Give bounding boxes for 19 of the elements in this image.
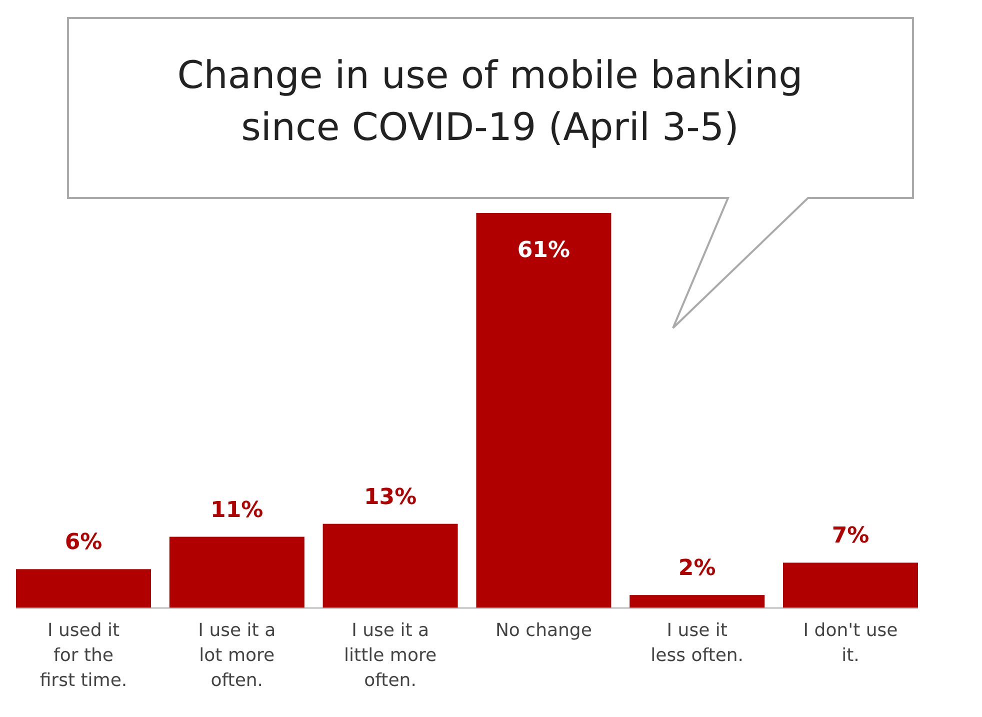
bar [630,595,765,608]
x-tick-label: I use it a lot more often. [198,620,276,691]
x-tick-label: I use it less often. [650,620,744,666]
bar [322,524,458,608]
data-label: 6% [64,530,102,556]
x-tick-label: No change [495,620,592,641]
x-tick-label: I use it a little more often. [344,620,437,691]
bar [783,562,918,608]
data-label: 2% [678,556,716,582]
x-tick-label: I don't use it. [803,620,898,666]
data-label: 7% [832,524,870,549]
bar [16,569,151,608]
chart-title: Change in use of mobile banking since COVID-19 (April 3-5) [177,53,803,149]
x-tick-label: I used it for the first time. [40,620,128,691]
data-label: 61% [517,238,570,263]
data-label: 11% [210,498,264,523]
bar [169,536,304,608]
bar [476,213,612,608]
data-label: 13% [364,484,417,510]
